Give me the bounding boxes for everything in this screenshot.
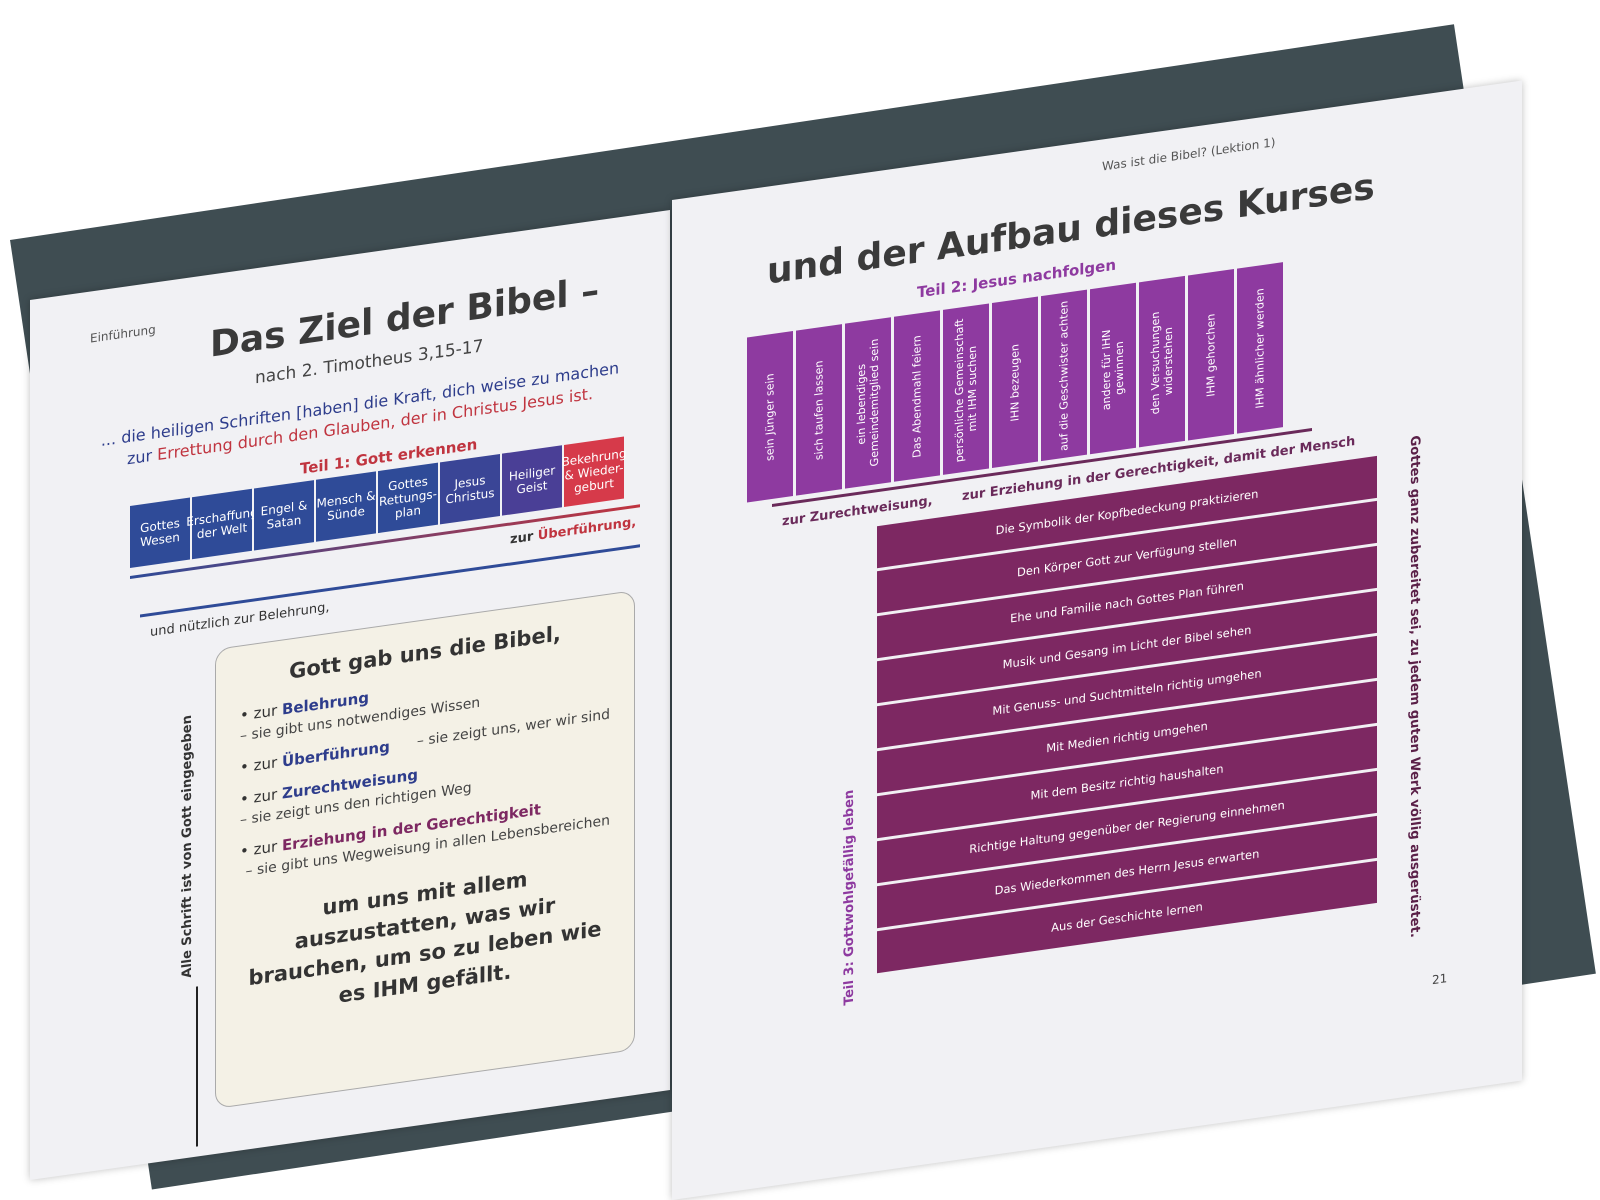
topic-column: ein lebendiges Gemeindemitglied sein xyxy=(845,317,891,489)
topic-column: IHM ähnlicher werden xyxy=(1237,262,1283,434)
topic-column: Das Abendmahl feiern xyxy=(894,310,940,482)
topic-block: Mensch & Sünde xyxy=(316,471,376,542)
topic-block: Bekehrung & Wieder-geburt xyxy=(562,436,626,507)
vertical-caption: Gottes ganz zubereitet sei, zu jedem gut… xyxy=(1407,434,1422,939)
topic-block: Engel & Satan xyxy=(254,480,314,551)
topic-column: auf die Geschwister achten xyxy=(1041,289,1087,462)
vertical-caption: Alle Schrift ist von Gott eingegeben xyxy=(180,714,195,979)
page-number: 21 xyxy=(1432,971,1448,988)
page-header: Was ist die Bibel? (Lektion 1) xyxy=(1102,135,1276,174)
box-conclusion: um uns mit allem auszustatten, was wir b… xyxy=(248,867,602,1008)
topic-column: den Versuchungen widerstehen xyxy=(1139,275,1185,448)
topic-block: Jesus Christus xyxy=(440,453,500,525)
left-page: Einführung Das Ziel der Bibel – nach 2. … xyxy=(30,210,670,1181)
topic-column: IHN bezeugen xyxy=(992,296,1038,469)
topic-block: Heiliger Geist xyxy=(502,445,562,516)
right-page: Was ist die Bibel? (Lektion 1) und der A… xyxy=(672,80,1522,1200)
part3-heading: Teil 3: Gottwohlgefällig leben xyxy=(842,788,857,1007)
vertical-arrow xyxy=(196,986,198,1147)
topic-block: Erschaffung der Welt xyxy=(186,488,258,560)
topic-block: Gottes Wesen xyxy=(130,497,190,568)
open-book: Einführung Das Ziel der Bibel – nach 2. … xyxy=(0,24,1600,1200)
topic-column: sein Jünger sein xyxy=(747,330,793,503)
topic-block: Gottes Rettungs-plan xyxy=(378,462,438,534)
topic-column: andere für IHN gewinnen xyxy=(1090,282,1136,455)
page-header: Einführung xyxy=(90,322,156,346)
summary-box: Gott gab uns die Bibel, • zur Belehrung –… xyxy=(215,589,635,1109)
belehrung-label: und nützlich zur Belehrung, xyxy=(150,599,330,641)
part3-rows: Die Symbolik der Kopfbedeckung praktizie… xyxy=(877,455,1377,974)
topic-column: sich taufen lassen xyxy=(796,324,842,496)
topic-column: IHM gehorchen xyxy=(1188,269,1234,441)
topic-column: persönliche Gemeinschaft mit IHM suchen xyxy=(943,303,989,475)
